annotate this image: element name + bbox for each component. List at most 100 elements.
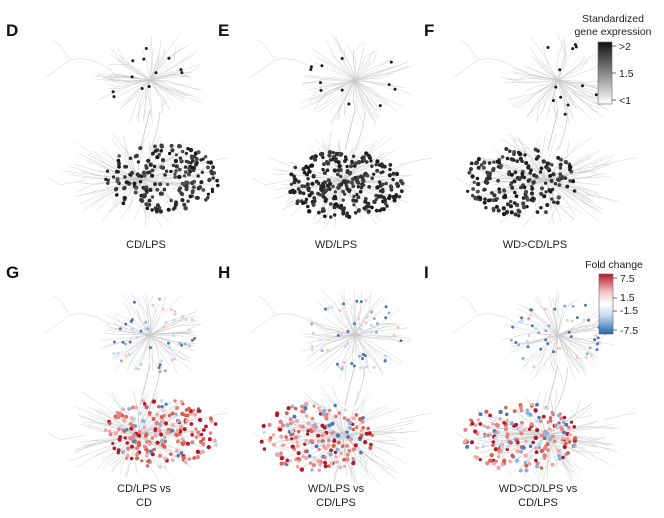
network-edge bbox=[112, 342, 136, 359]
network-node bbox=[471, 187, 475, 191]
network-edge bbox=[569, 448, 592, 461]
network-node bbox=[190, 440, 195, 445]
network-edge bbox=[96, 154, 107, 165]
network-edge bbox=[515, 314, 545, 327]
network-edge bbox=[541, 99, 547, 114]
network-node bbox=[345, 164, 349, 169]
panel-f bbox=[452, 34, 637, 229]
network-node bbox=[327, 423, 332, 428]
network-node bbox=[326, 306, 330, 310]
network-node bbox=[145, 206, 150, 210]
network-edge bbox=[90, 439, 106, 442]
network-node bbox=[585, 352, 589, 356]
network-edge bbox=[158, 53, 160, 66]
network-node bbox=[534, 174, 539, 179]
network-node bbox=[508, 440, 513, 445]
network-node bbox=[389, 60, 393, 64]
network-node bbox=[484, 206, 488, 210]
network-node bbox=[123, 164, 127, 169]
network-node bbox=[150, 195, 155, 199]
network-node bbox=[172, 318, 176, 322]
network-node bbox=[556, 426, 560, 430]
network-edge bbox=[149, 73, 180, 81]
network-node bbox=[544, 210, 548, 215]
network-node bbox=[558, 162, 563, 167]
network-edge bbox=[136, 334, 151, 352]
network-edge bbox=[580, 86, 598, 93]
network-edge bbox=[120, 93, 134, 105]
network-node bbox=[147, 458, 151, 463]
network-nodes bbox=[103, 297, 218, 469]
network-node bbox=[154, 420, 159, 426]
network-node bbox=[176, 453, 180, 458]
network-node bbox=[558, 172, 562, 176]
network-edge bbox=[328, 434, 344, 439]
network-node bbox=[497, 447, 501, 451]
network-node bbox=[359, 428, 364, 432]
network-node bbox=[475, 190, 480, 194]
network-edge bbox=[74, 440, 110, 452]
network-node bbox=[173, 310, 177, 313]
network-edge bbox=[325, 205, 330, 221]
network-connector bbox=[149, 366, 161, 406]
network-node bbox=[594, 334, 598, 338]
network-edge bbox=[542, 461, 549, 481]
network-node bbox=[293, 406, 298, 411]
network-node bbox=[359, 300, 363, 304]
network-edge bbox=[569, 343, 598, 358]
network-node bbox=[200, 432, 204, 437]
network-node bbox=[358, 366, 362, 370]
network-edge bbox=[148, 351, 150, 374]
network-edge bbox=[323, 297, 345, 327]
network-node bbox=[157, 366, 161, 369]
network-edge bbox=[545, 179, 552, 207]
network-node bbox=[482, 200, 487, 205]
network-node bbox=[159, 399, 164, 403]
network-node bbox=[117, 427, 121, 432]
network-edge bbox=[545, 426, 587, 436]
network-node bbox=[327, 408, 332, 413]
network-node bbox=[106, 181, 110, 185]
network-node bbox=[160, 421, 164, 425]
network-node bbox=[509, 157, 514, 162]
network-edge bbox=[360, 137, 393, 162]
network-node bbox=[163, 456, 168, 461]
network-node bbox=[183, 165, 188, 169]
network-node bbox=[553, 307, 557, 311]
network-edge bbox=[137, 179, 148, 202]
network-node bbox=[519, 185, 523, 190]
network-node bbox=[139, 363, 143, 366]
network-edge bbox=[130, 292, 143, 309]
network-edge bbox=[500, 76, 529, 84]
network-node bbox=[153, 144, 157, 149]
network-node bbox=[327, 150, 333, 155]
network-edge bbox=[575, 90, 600, 100]
network-node bbox=[372, 365, 376, 369]
network-edge bbox=[154, 175, 199, 182]
network-edge bbox=[578, 162, 613, 174]
network-edge bbox=[501, 333, 528, 341]
network-edge bbox=[521, 351, 536, 371]
network-node bbox=[134, 446, 140, 451]
network-edge bbox=[125, 64, 151, 81]
network-node bbox=[117, 164, 121, 169]
network-edge bbox=[95, 408, 128, 428]
network-node bbox=[481, 444, 485, 449]
network-node bbox=[341, 189, 345, 194]
network-node bbox=[329, 461, 334, 465]
network-edge bbox=[149, 321, 152, 336]
network-node bbox=[149, 449, 154, 454]
network-node bbox=[503, 193, 507, 198]
network-node bbox=[166, 207, 171, 212]
network-edge bbox=[118, 54, 135, 70]
network-edge bbox=[79, 436, 119, 444]
network-edge bbox=[518, 179, 547, 181]
network-edge bbox=[537, 94, 546, 105]
network-edge bbox=[136, 332, 151, 336]
network-connector bbox=[557, 111, 569, 151]
network-edge bbox=[545, 434, 558, 457]
network-edge bbox=[359, 90, 377, 125]
network-node bbox=[123, 175, 127, 179]
network-node bbox=[565, 184, 570, 189]
network-edge bbox=[338, 320, 356, 336]
